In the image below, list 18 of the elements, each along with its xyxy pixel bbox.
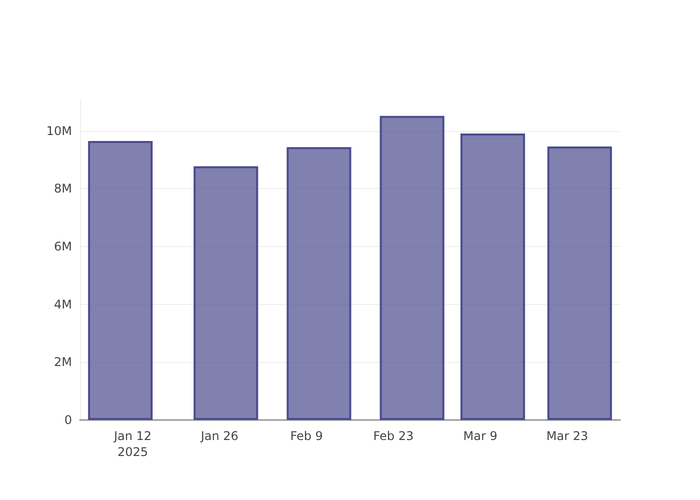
x-tick-label: Mar 9 bbox=[463, 429, 498, 443]
bar bbox=[380, 116, 444, 420]
bar bbox=[286, 147, 352, 420]
bar bbox=[194, 166, 258, 420]
bar bbox=[547, 146, 612, 420]
x-tick-label: Feb 9 bbox=[290, 429, 323, 443]
x-tick-label: Mar 23 bbox=[546, 429, 588, 443]
y-tick-label: 4M bbox=[54, 297, 72, 312]
bar bbox=[460, 134, 526, 420]
y-tick-label: 2M bbox=[54, 355, 72, 370]
x-tick-label: Jan 12 2025 bbox=[112, 429, 152, 459]
x-tick-label: Jan 26 bbox=[200, 429, 238, 443]
y-tick-label: 6M bbox=[54, 240, 72, 254]
y-tick-label: 0 bbox=[64, 413, 72, 427]
bar bbox=[88, 141, 153, 420]
y-tick-label: 10M bbox=[46, 124, 72, 138]
y-tick-label: 8M bbox=[54, 182, 72, 196]
x-tick-label: Feb 23 bbox=[373, 429, 414, 443]
